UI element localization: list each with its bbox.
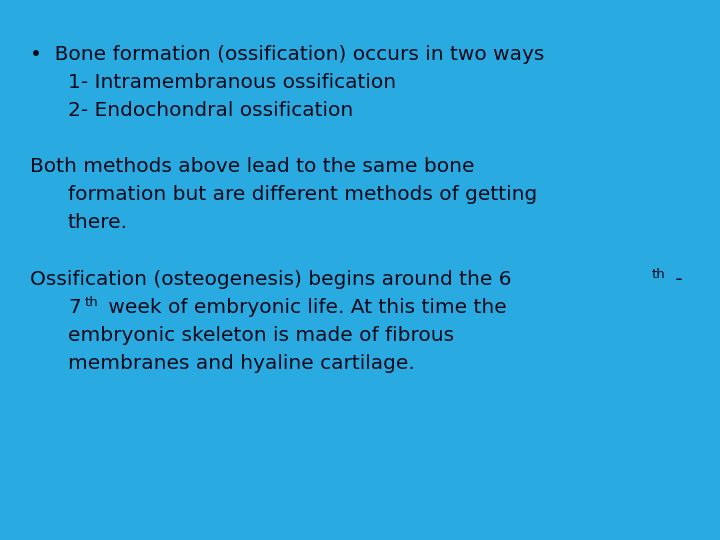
Text: Ossification (osteogenesis) begins around the 6: Ossification (osteogenesis) begins aroun… xyxy=(30,270,511,289)
Text: 7: 7 xyxy=(68,298,81,317)
Text: th: th xyxy=(652,268,665,281)
Text: 2- Endochondral ossification: 2- Endochondral ossification xyxy=(68,101,354,120)
Text: -: - xyxy=(669,270,683,289)
Text: Both methods above lead to the same bone: Both methods above lead to the same bone xyxy=(30,157,474,176)
Text: embryonic skeleton is made of fibrous: embryonic skeleton is made of fibrous xyxy=(68,326,454,345)
Text: week of embryonic life. At this time the: week of embryonic life. At this time the xyxy=(102,298,507,317)
Text: membranes and hyaline cartilage.: membranes and hyaline cartilage. xyxy=(68,354,415,373)
Text: 1- Intramembranous ossification: 1- Intramembranous ossification xyxy=(68,73,396,92)
Text: there.: there. xyxy=(68,213,128,232)
Text: th: th xyxy=(84,296,98,309)
Text: •  Bone formation (ossification) occurs in two ways: • Bone formation (ossification) occurs i… xyxy=(30,45,544,64)
Text: formation but are different methods of getting: formation but are different methods of g… xyxy=(68,185,537,204)
